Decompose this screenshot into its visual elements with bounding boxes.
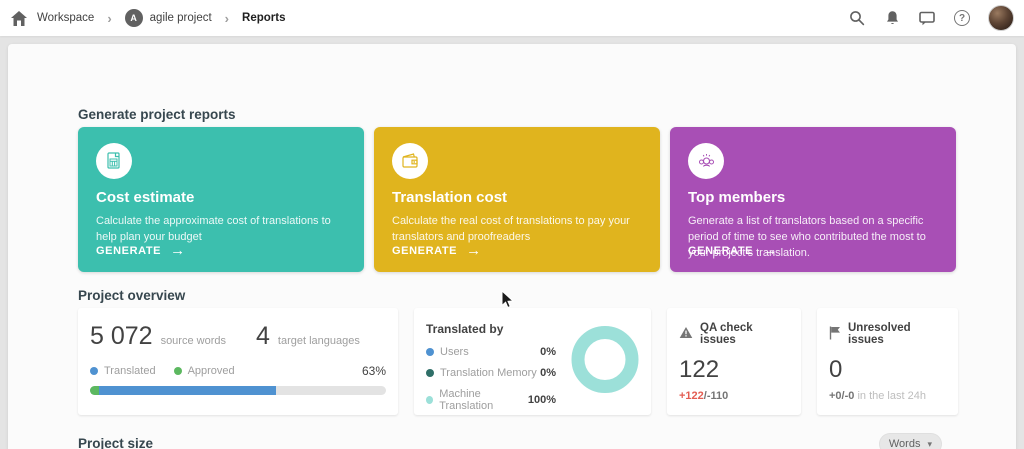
warning-triangle-icon bbox=[679, 326, 693, 342]
users-dot-icon bbox=[426, 348, 434, 356]
breadcrumb-workspace[interactable]: Workspace bbox=[37, 12, 94, 24]
breadcrumb-reports[interactable]: Reports bbox=[242, 12, 285, 24]
qa-card-title: QA check issues bbox=[700, 322, 753, 346]
machine-translation-label: Machine Translation bbox=[439, 388, 494, 412]
donut-chart bbox=[571, 325, 639, 398]
translation-cost-card[interactable]: Translation cost Calculate the real cost… bbox=[374, 127, 660, 272]
wallet-icon bbox=[392, 143, 428, 179]
unresolved-delta-value: +0/-0 bbox=[829, 390, 855, 402]
target-languages-value: 4 bbox=[255, 322, 270, 350]
units-dropdown-label: Words bbox=[888, 438, 921, 449]
units-dropdown[interactable]: Words ▾ bbox=[878, 433, 942, 449]
words-progress-card: 5 072 source words 4 target languages Tr… bbox=[78, 308, 398, 415]
progress-percent: 63% bbox=[361, 364, 386, 378]
machine-translation-value: 100% bbox=[527, 394, 556, 406]
help-icon[interactable]: ? bbox=[953, 9, 971, 27]
question-mark: ? bbox=[954, 10, 970, 26]
report-cards-row: Cost estimate Calculate the approximate … bbox=[78, 127, 956, 272]
chevron-right-icon: › bbox=[107, 10, 112, 26]
approved-bar-segment bbox=[90, 386, 99, 395]
translated-bar-segment bbox=[98, 386, 277, 395]
topbar-actions: ? bbox=[848, 5, 1014, 31]
card-description: Calculate the real cost of translations … bbox=[392, 215, 630, 243]
flag-icon bbox=[829, 326, 841, 343]
arrow-right-icon: → bbox=[170, 242, 186, 259]
generate-button[interactable]: GENERATE → bbox=[96, 243, 186, 258]
translation-memory-value: 0% bbox=[540, 367, 556, 379]
translated-by-row-users: Users 0% bbox=[426, 346, 556, 358]
approved-dot-icon bbox=[173, 367, 182, 375]
translated-by-title: Translated by bbox=[426, 322, 504, 336]
breadcrumb-project[interactable]: A agile project bbox=[124, 9, 212, 27]
translated-by-row-tm: Translation Memory 0% bbox=[426, 367, 556, 379]
top-navigation-bar: Workspace › A agile project › Reports ? bbox=[0, 0, 1024, 36]
qa-check-issues-card: QA check issues 122 +122/-110 bbox=[667, 308, 801, 415]
user-avatar[interactable] bbox=[988, 5, 1014, 31]
unresolved-delta-suffix: in the last 24h bbox=[857, 390, 926, 402]
arrow-right-icon: → bbox=[762, 242, 778, 259]
generate-label: GENERATE bbox=[392, 244, 458, 257]
legend-approved-label: Approved bbox=[187, 365, 235, 377]
card-title: Cost estimate bbox=[96, 189, 195, 206]
breadcrumb-reports-label: Reports bbox=[242, 12, 286, 24]
translation-memory-dot-icon bbox=[426, 369, 434, 377]
top-members-card[interactable]: Top members Generate a list of translato… bbox=[670, 127, 956, 272]
main-content-panel: Generate project reports Cost estimate C… bbox=[8, 44, 1016, 449]
users-value: 0% bbox=[540, 346, 556, 358]
target-languages-label: target languages bbox=[277, 335, 360, 347]
translated-dot-icon bbox=[90, 367, 98, 375]
card-title: Top members bbox=[688, 189, 786, 206]
card-title: Translation cost bbox=[392, 189, 508, 206]
project-avatar: A bbox=[124, 9, 143, 27]
unresolved-count: 0 bbox=[829, 356, 843, 383]
legend-translated-label: Translated bbox=[104, 365, 156, 377]
unresolved-delta: +0/-0 in the last 24h bbox=[829, 390, 946, 402]
generate-button[interactable]: GENERATE → bbox=[688, 243, 778, 258]
breadcrumb-project-label: agile project bbox=[149, 12, 212, 24]
chevron-down-icon: ▾ bbox=[927, 438, 932, 449]
translated-by-card: Translated by Users 0% Translation Memor… bbox=[414, 308, 651, 415]
home-icon[interactable] bbox=[10, 9, 28, 27]
cost-estimate-document-icon bbox=[96, 143, 132, 179]
card-description: Calculate the approximate cost of transl… bbox=[96, 215, 331, 243]
progress-legend: Translated Approved 63% bbox=[90, 364, 386, 378]
generate-button[interactable]: GENERATE → bbox=[392, 243, 482, 258]
card-description: Generate a list of translators based on … bbox=[688, 215, 926, 259]
qa-issues-delta: +122/-110 bbox=[679, 390, 789, 402]
overview-cards-row: 5 072 source words 4 target languages Tr… bbox=[78, 308, 958, 415]
source-words-value: 5 072 bbox=[90, 322, 153, 350]
translated-by-row-mt: Machine Translation 100% bbox=[426, 388, 556, 412]
unresolved-issues-card: Unresolved issues 0 +0/-0 in the last 24… bbox=[817, 308, 958, 415]
top-members-search-icon bbox=[688, 143, 724, 179]
cost-estimate-card[interactable]: Cost estimate Calculate the approximate … bbox=[78, 127, 364, 272]
qa-card-header: QA check issues bbox=[679, 322, 789, 346]
breadcrumb: Workspace › A agile project › Reports bbox=[10, 9, 285, 27]
qa-issues-count: 122 bbox=[679, 356, 720, 383]
project-overview-heading: Project overview bbox=[78, 288, 186, 303]
search-icon[interactable] bbox=[848, 9, 866, 27]
translation-progress-bar bbox=[90, 386, 386, 395]
qa-delta-minus: /-110 bbox=[703, 390, 729, 402]
breadcrumb-workspace-label: Workspace bbox=[37, 12, 95, 24]
unresolved-card-title: Unresolved issues bbox=[848, 322, 911, 346]
users-label: Users bbox=[440, 346, 469, 358]
machine-translation-dot-icon bbox=[426, 396, 434, 404]
arrow-right-icon: → bbox=[466, 242, 482, 259]
generate-label: GENERATE bbox=[688, 244, 754, 257]
translation-memory-label: Translation Memory bbox=[440, 367, 537, 379]
qa-delta-plus: +122 bbox=[679, 390, 704, 402]
chevron-right-icon: › bbox=[224, 10, 230, 26]
source-words-label: source words bbox=[160, 335, 226, 347]
messages-icon[interactable] bbox=[918, 9, 936, 27]
legend-approved: Approved bbox=[173, 365, 235, 377]
notifications-bell-icon[interactable] bbox=[883, 9, 901, 27]
project-size-heading: Project size bbox=[78, 436, 154, 449]
legend-translated: Translated bbox=[90, 365, 156, 377]
generate-reports-heading: Generate project reports bbox=[78, 107, 236, 122]
word-stats: 5 072 source words 4 target languages bbox=[90, 322, 386, 351]
generate-label: GENERATE bbox=[96, 244, 162, 257]
unresolved-card-header: Unresolved issues bbox=[829, 322, 946, 346]
